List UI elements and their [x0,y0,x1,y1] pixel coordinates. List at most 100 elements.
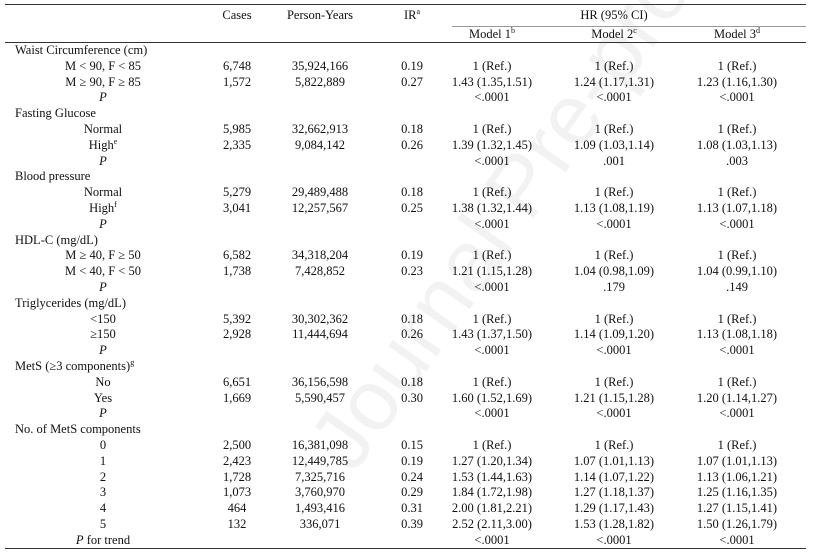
cell-ir: 0.30 [401,390,423,405]
cell-py: 29,489,488 [291,185,349,200]
group-label: Waist Circumference (cm) [15,43,147,59]
cell-py: 9,084,142 [295,137,345,152]
cell-py: 336,071 [299,517,341,531]
row-label-text: Normal [83,122,123,136]
cell-py: 7,325,716 [295,469,345,484]
row-label-text: 3 [99,485,107,500]
cell-m2: .179 [603,280,625,294]
cell-m3: <.0001 [719,90,755,105]
row-label-text: 5 [99,517,107,531]
cell-m2: 1 (Ref.) [594,311,634,326]
header-hr-group: HR (95% CI) [580,8,648,22]
cell-m1: <.0001 [474,280,510,294]
cell-m2: 1 (Ref.) [594,248,634,263]
cell-ir: 0.27 [401,74,423,89]
group-label: Fasting Glucose [15,106,96,122]
row-label: <150 [90,312,116,328]
cell-m3: 1.13 (1.07,1.18) [696,201,778,215]
cell-m3: <.0001 [719,216,755,231]
cell-ir: 0.26 [401,327,423,342]
row-label: Yes [94,391,112,407]
row-label-text: M < 40, F < 50 [65,264,141,279]
cell-cases: 2,928 [222,327,252,342]
cell-m1: <.0001 [474,90,510,105]
cell-m2: <.0001 [596,216,632,231]
row-label-text: P [99,153,107,168]
row-label-text: P [99,343,107,358]
cell-m3: 1.04 (0.99,1.10) [696,264,778,279]
cell-m1: 1 (Ref.) [472,122,512,136]
row-label: P [99,217,107,233]
cell-ir: 0.18 [401,374,423,389]
group-label: Blood pressure [15,169,90,185]
cell-m3: 1.23 (1.16,1.30) [696,74,778,89]
cell-m1: 1.43 (1.37,1.50) [451,327,533,342]
cell-m3: 1 (Ref.) [717,58,757,73]
cell-ir: 0.24 [401,469,423,484]
group-label: MetS (≥3 components)g [15,358,134,375]
row-label: M < 40, F < 50 [65,264,141,280]
row-label-text: Fasting Glucose [15,106,96,121]
row-label: No [95,375,110,391]
cell-m1: 1.60 (1.52,1.69) [451,390,533,405]
row-label: P for trend [76,533,130,549]
cell-cases: 6,582 [222,248,252,263]
header-cases: Cases [222,8,252,22]
row-label-text: M ≥ 90, F ≥ 85 [65,74,141,89]
model3-footnote: d [756,25,761,35]
row-label-text: ≥150 [90,327,116,342]
row-label: 0 [100,438,106,454]
cell-m3: 1.25 (1.16,1.35) [696,485,778,500]
cell-m2: <.0001 [596,343,632,358]
cell-cases: 5,985 [222,122,252,136]
row-label: P [99,280,107,296]
cell-m3: 1.13 (1.06,1.21) [696,469,778,484]
cell-m1: 2.00 (1.81,2.21) [451,501,533,516]
cell-ir: 0.18 [401,311,423,326]
cell-m1: <.0001 [474,153,510,168]
row-label-text: P [75,532,84,547]
cell-ir: 0.31 [401,501,423,516]
row-label: P [99,406,107,422]
cell-cases: 132 [227,517,247,531]
cell-py: 11,444,694 [292,327,348,342]
cell-cases: 1,738 [222,264,252,279]
cell-m2: <.0001 [596,532,632,547]
cell-m1: 1.43 (1.35,1.51) [451,74,533,89]
row-label: M < 90, F < 85 [65,59,141,75]
header-ir: IRa [404,7,420,24]
row-label-text: No. of MetS components [15,422,141,437]
cell-m1: 1.27 (1.20,1.34) [451,453,533,468]
cell-m3: .149 [726,280,748,294]
model1-label: Model 1 [468,27,512,41]
row-label: M ≥ 90, F ≥ 85 [65,75,141,91]
header-model1: Model 1b [468,25,516,43]
model1-footnote: b [511,25,516,35]
row-label-text: Yes [93,390,113,405]
cell-m3: .003 [726,153,748,168]
cell-ir: 0.18 [401,122,423,136]
cell-py: 3,760,970 [295,485,345,500]
row-label: Normal [84,185,122,201]
footnote-marker: e [113,136,118,146]
cell-m2: 1.29 (1.17,1.43) [573,501,655,516]
cell-m1: <.0001 [474,406,510,421]
cell-m2: 1.24 (1.17,1.31) [573,74,655,89]
row-label-text: High [88,137,114,152]
cell-m1: <.0001 [474,343,510,358]
watermark: Journal Pre-proof [290,0,751,486]
row-label: ≥150 [90,327,116,343]
cell-m1: 2.52 (2.11,3.00) [452,517,532,531]
cell-m3: 1 (Ref.) [717,374,757,389]
row-label-text: High [89,201,115,215]
cell-m2: 1.53 (1.28,1.82) [573,517,655,531]
cell-m3: <.0001 [719,343,755,358]
cell-py: 5,822,889 [295,74,345,89]
row-label-text: Normal [83,185,123,200]
cell-cases: 1,073 [222,485,252,500]
cell-py: 35,924,166 [291,58,349,73]
cell-m1: <.0001 [474,532,510,547]
row-label: M ≥ 40, F ≥ 50 [65,248,141,264]
cell-cases: 2,500 [222,438,252,452]
cell-m2: <.0001 [596,90,632,105]
